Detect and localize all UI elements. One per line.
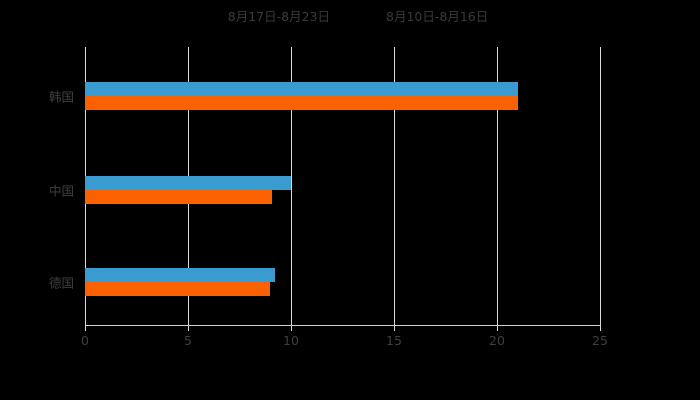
x-tick-5 bbox=[188, 325, 189, 331]
x-tick-20 bbox=[497, 325, 498, 331]
chart-legend: 8月17日-8月23日 8月10日-8月16日 bbox=[0, 6, 700, 28]
x-tick-label-5: 5 bbox=[184, 333, 192, 348]
bar-德国-series-1[interactable] bbox=[85, 268, 275, 282]
gridline-20 bbox=[497, 47, 498, 325]
bar-中国-series-2[interactable] bbox=[85, 190, 273, 204]
bar-德国-series-2[interactable] bbox=[85, 282, 271, 296]
x-tick-10 bbox=[291, 325, 292, 331]
x-tick-label-15: 15 bbox=[386, 333, 402, 348]
y-axis-label-韩国: 韩国 bbox=[48, 89, 74, 105]
gridline-25 bbox=[600, 47, 601, 325]
legend-item-series-1[interactable]: 8月17日-8月23日 bbox=[212, 8, 330, 24]
legend-swatch-circle-icon bbox=[212, 13, 221, 22]
gridline-10 bbox=[291, 47, 292, 325]
x-tick-label-20: 20 bbox=[489, 333, 505, 348]
bar-韩国-series-2[interactable] bbox=[85, 96, 518, 110]
gridline-15 bbox=[394, 47, 395, 325]
x-tick-25 bbox=[600, 325, 601, 331]
y-axis-label-德国: 德国 bbox=[48, 275, 74, 291]
x-tick-15 bbox=[394, 325, 395, 331]
x-tick-label-25: 25 bbox=[592, 333, 608, 348]
legend-label-series-2: 8月10日-8月16日 bbox=[386, 8, 489, 24]
legend-label-series-1: 8月17日-8月23日 bbox=[227, 8, 330, 24]
x-tick-label-0: 0 bbox=[81, 333, 89, 348]
x-axis-line bbox=[85, 325, 601, 326]
plot-area bbox=[85, 47, 601, 331]
legend-swatch-square-icon bbox=[370, 13, 379, 22]
x-tick-0 bbox=[85, 325, 86, 331]
y-axis-label-中国: 中国 bbox=[48, 183, 74, 199]
legend-item-series-2[interactable]: 8月10日-8月16日 bbox=[370, 8, 489, 24]
bar-韩国-series-1[interactable] bbox=[85, 82, 518, 96]
x-tick-label-10: 10 bbox=[283, 333, 299, 348]
y-axis-category-labels: 韩国 中国 德国 bbox=[0, 0, 74, 400]
bar-中国-series-1[interactable] bbox=[85, 176, 291, 190]
